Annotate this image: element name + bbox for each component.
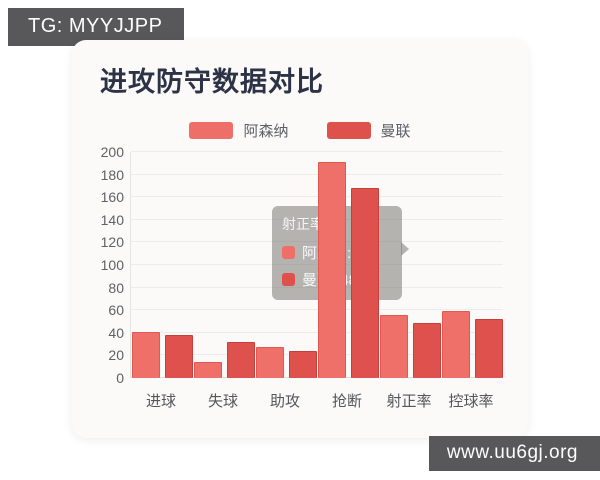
bar-曼联-进球[interactable] — [164, 335, 193, 378]
bars — [317, 152, 379, 378]
gridline — [131, 354, 503, 356]
y-tick-label: 20 — [108, 347, 124, 364]
gridline — [131, 151, 503, 152]
tooltip-arrow — [401, 242, 409, 256]
bar-阿森纳-射正率[interactable] — [379, 314, 408, 378]
bar-曼联-失球[interactable] — [226, 341, 255, 378]
y-tick-label: 200 — [100, 144, 124, 160]
gridline — [131, 173, 503, 175]
bars — [379, 152, 441, 378]
bar-group-助攻 — [255, 152, 317, 378]
y-tick-label: 140 — [100, 211, 124, 228]
y-tick-label: 180 — [100, 166, 124, 183]
gridline — [131, 377, 503, 378]
tooltip-marker-manutd — [282, 273, 295, 286]
bar-阿森纳-抢断[interactable] — [317, 162, 346, 378]
legend-label-arsenal: 阿森纳 — [243, 123, 289, 140]
bars — [255, 152, 317, 378]
bar-曼联-控球率[interactable] — [474, 319, 503, 378]
website-badge: www.uu6gj.org — [428, 436, 600, 471]
chart-card: 进攻防守数据对比 阿森纳 曼联 0 20 40 60 80 100 120 140 160 180… — [72, 40, 528, 438]
bars — [131, 152, 193, 378]
y-tick-label: 120 — [100, 234, 124, 251]
x-tick-label-助攻: 助攻 — [269, 393, 300, 410]
y-tick-label: 100 — [100, 257, 124, 273]
x-axis-labels: 进球 失球 助攻 抢断 射正率 控球率 — [130, 390, 502, 411]
bar-阿森纳-助攻[interactable] — [255, 346, 284, 378]
tooltip-title: 射正率 — [282, 216, 324, 232]
legend-swatch-manutd — [326, 122, 371, 139]
bar-曼联-抢断[interactable] — [350, 188, 379, 378]
legend-label-manutd: 曼联 — [380, 123, 411, 140]
bar-阿森纳-控球率[interactable] — [441, 311, 470, 378]
x-tick-label-进球: 进球 — [145, 393, 176, 410]
bars — [193, 152, 255, 378]
legend-item-arsenal[interactable]: 阿森纳 — [189, 120, 289, 141]
bar-曼联-射正率[interactable] — [412, 322, 441, 378]
tooltip-marker-arsenal — [282, 246, 295, 259]
bar-groups — [131, 152, 503, 378]
telegram-badge: TG: MYYJJPP — [8, 8, 185, 46]
bar-阿森纳-进球[interactable] — [131, 331, 160, 378]
legend-item-manutd[interactable]: 曼联 — [326, 120, 411, 141]
y-tick-label: 0 — [116, 370, 124, 386]
gridline — [131, 309, 503, 311]
y-tick-label: 80 — [108, 279, 124, 296]
bar-曼联-助攻[interactable] — [288, 351, 317, 378]
y-tick-label: 160 — [100, 189, 124, 206]
bars — [441, 152, 503, 378]
x-tick-label-控球率: 控球率 — [448, 393, 494, 410]
legend-swatch-arsenal — [189, 122, 234, 139]
plot-area: 射正率 阿森纳: 55 曼联: 48 — [130, 151, 503, 378]
x-tick-label-抢断: 抢断 — [331, 393, 362, 410]
bar-group-控球率 — [441, 152, 503, 378]
chart-legend: 阿森纳 曼联 — [72, 120, 528, 141]
chart-area: 0 20 40 60 80 100 120 140 160 180 200 射正率 阿森纳: 55 … — [72, 145, 528, 422]
y-tick-label: 40 — [108, 324, 124, 341]
x-tick-label-射正率: 射正率 — [386, 393, 432, 410]
gridline — [131, 196, 503, 198]
bar-group-抢断 — [317, 152, 379, 378]
bar-group-失球 — [193, 152, 255, 378]
bar-group-射正率 — [379, 152, 441, 378]
chart-title: 进攻防守数据对比 — [100, 67, 324, 97]
bar-group-进球 — [131, 152, 193, 378]
y-tick-label: 60 — [108, 302, 124, 319]
y-axis: 0 20 40 60 80 100 120 140 160 180 200 — [72, 145, 124, 385]
gridline — [131, 331, 503, 333]
bar-阿森纳-失球[interactable] — [193, 362, 222, 378]
x-tick-label-失球: 失球 — [207, 393, 238, 410]
